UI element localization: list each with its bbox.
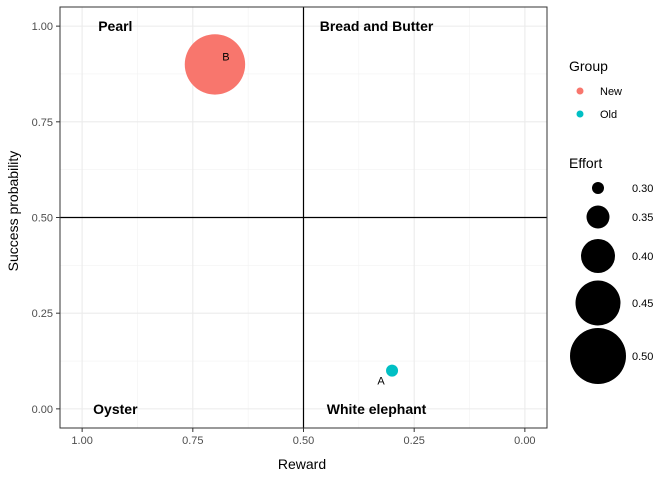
- legend-effort-key: [586, 205, 610, 229]
- y-tick-label: 0.00: [32, 404, 53, 416]
- legend-effort-key: [570, 328, 626, 384]
- legend-effort-label: 0.50: [632, 351, 653, 363]
- x-axis: 1.00 0.75 0.50 0.25 0.00: [71, 428, 536, 447]
- legend-effort-key: [575, 280, 621, 326]
- x-tick-label: 0.75: [182, 435, 203, 447]
- point-b: [184, 34, 246, 95]
- y-tick-label: 1.00: [32, 21, 53, 33]
- legend-effort: Effort 0.30 0.35 0.40 0.45 0.50: [569, 155, 653, 384]
- quadrant-label: Bread and Butter: [320, 18, 434, 34]
- x-tick-label: 0.25: [403, 435, 424, 447]
- legend-label-new: New: [600, 86, 622, 98]
- legend-effort-key: [592, 182, 604, 194]
- legend-key-old: [576, 110, 584, 118]
- y-tick-label: 0.50: [32, 213, 53, 225]
- legend-effort-label: 0.40: [632, 251, 653, 263]
- legend-effort-label: 0.35: [632, 212, 653, 224]
- point-label-a: A: [377, 376, 385, 388]
- quadrant-labels: Pearl Bread and Butter Oyster White elephan…: [93, 18, 434, 417]
- y-tick-label: 0.25: [32, 308, 53, 320]
- legend-group: Group New Old: [569, 58, 622, 121]
- y-axis-title: Success probability: [5, 151, 21, 272]
- y-axis: 0.00 0.25 0.50 0.75 1.00: [32, 21, 60, 416]
- quadrant-label: Oyster: [93, 401, 138, 417]
- quadrant-label: White elephant: [327, 401, 427, 417]
- legend-effort-key: [581, 239, 615, 273]
- point-label-b: B: [222, 51, 229, 63]
- quadrant-label: Pearl: [98, 18, 132, 34]
- legend-effort-label: 0.30: [632, 183, 653, 195]
- x-tick-label: 1.00: [71, 435, 92, 447]
- x-tick-label: 0.50: [293, 435, 314, 447]
- y-tick-label: 0.75: [32, 117, 53, 129]
- point-a: [386, 364, 399, 377]
- data-points: AB: [184, 34, 399, 388]
- legend-effort-title: Effort: [569, 155, 602, 171]
- legend-effort-label: 0.45: [632, 298, 653, 310]
- reference-lines: [60, 7, 547, 428]
- legend-group-title: Group: [569, 58, 608, 74]
- x-tick-label: 0.00: [514, 435, 535, 447]
- legend-label-old: Old: [600, 109, 617, 121]
- x-axis-title: Reward: [278, 456, 326, 472]
- legend-key-new: [576, 87, 584, 95]
